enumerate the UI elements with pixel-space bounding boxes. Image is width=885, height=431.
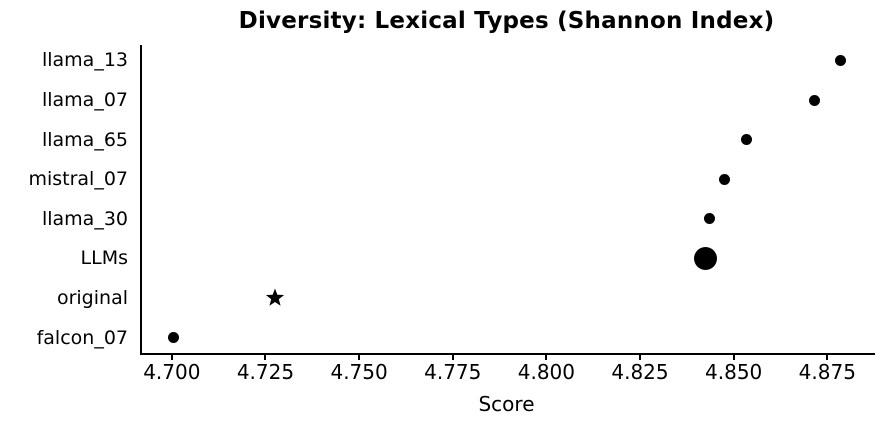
x-tick-label: 4.875 (798, 360, 856, 384)
x-tick-label: 4.825 (611, 360, 669, 384)
plot-area (140, 45, 875, 355)
x-tick-mark (170, 355, 173, 360)
y-category-label-original: original (56, 287, 128, 309)
data-point-falcon_07 (168, 332, 180, 344)
data-point-llama_07 (808, 94, 820, 106)
y-category-label-llama_65: llama_65 (41, 128, 128, 151)
star-marker-original (265, 288, 285, 306)
x-tick-mark (451, 355, 454, 360)
x-tick-label: 4.850 (705, 360, 763, 384)
y-category-label-llama_07: llama_07 (41, 89, 128, 111)
y-category-label-mistral_07: mistral_07 (28, 168, 128, 191)
data-point-llama_13 (835, 54, 847, 66)
x-tick-mark (826, 355, 829, 360)
x-tick-label: 4.750 (330, 360, 388, 384)
chart-title: Diversity: Lexical Types (Shannon Index) (238, 8, 775, 34)
x-tick-mark (545, 355, 548, 360)
x-tick-mark (732, 355, 735, 360)
y-category-label-llama_13: llama_13 (41, 49, 128, 72)
x-tick-mark (264, 355, 267, 360)
x-axis-label: Score (478, 392, 535, 416)
x-tick-mark (639, 355, 642, 360)
y-category-label-llama_30: llama_30 (41, 207, 128, 230)
data-point-LLMs (694, 246, 718, 270)
x-tick-label: 4.700 (143, 360, 201, 384)
data-point-llama_30 (703, 213, 715, 225)
data-point-llama_65 (741, 134, 753, 146)
y-category-label-LLMs: LLMs (80, 247, 128, 270)
y-category-label-falcon_07: falcon_07 (36, 326, 128, 349)
x-tick-label: 4.725 (236, 360, 295, 384)
x-tick-mark (358, 355, 361, 360)
x-tick-label: 4.775 (424, 360, 482, 384)
x-tick-label: 4.800 (517, 360, 575, 384)
data-point-mistral_07 (718, 173, 730, 185)
